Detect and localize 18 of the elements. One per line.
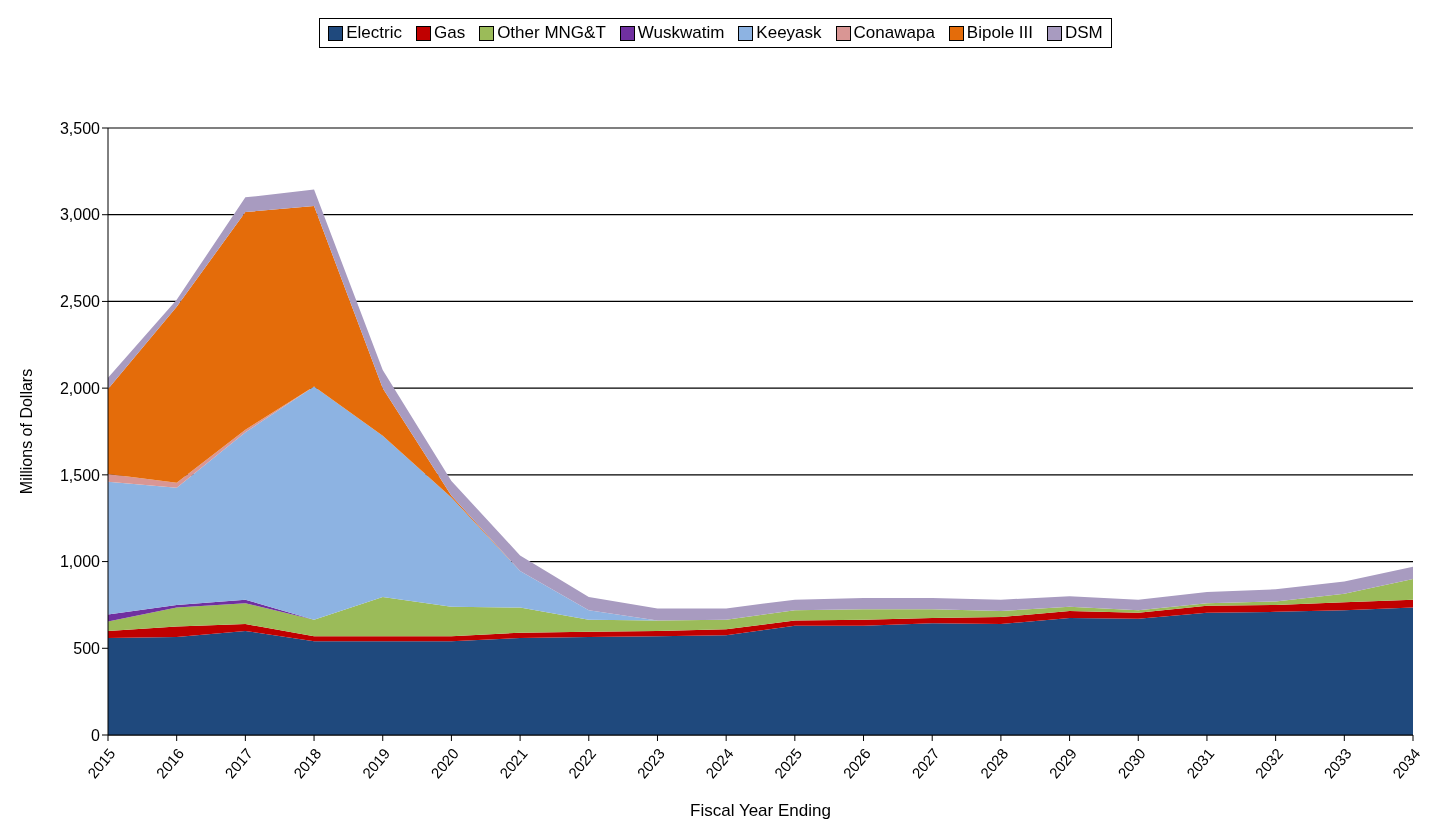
y-tick-label: 3,500 <box>59 119 101 137</box>
y-axis-title: Millions of Dollars <box>17 368 35 495</box>
legend-label: Conawapa <box>852 23 935 43</box>
legend-label: Electric <box>345 23 402 43</box>
y-tick-label: 2,500 <box>59 293 101 311</box>
y-tick-label: 1,000 <box>59 553 101 571</box>
x-axis-title: Fiscal Year Ending <box>690 801 831 820</box>
legend-label: Bipole III <box>965 23 1033 43</box>
y-tick-label: 0 <box>91 726 101 744</box>
y-tick-label: 3,000 <box>59 206 101 224</box>
y-tick-label: 2,000 <box>59 379 101 397</box>
legend-label: Other MNG&T <box>496 23 606 43</box>
y-tick-label: 500 <box>73 639 101 657</box>
legend-label: Wuskwatim <box>636 23 725 43</box>
legend-label: DSM <box>1064 23 1103 43</box>
legend-label: Gas <box>432 23 466 43</box>
y-tick-label: 1,500 <box>59 466 101 484</box>
legend-label: Keeyask <box>755 23 822 43</box>
